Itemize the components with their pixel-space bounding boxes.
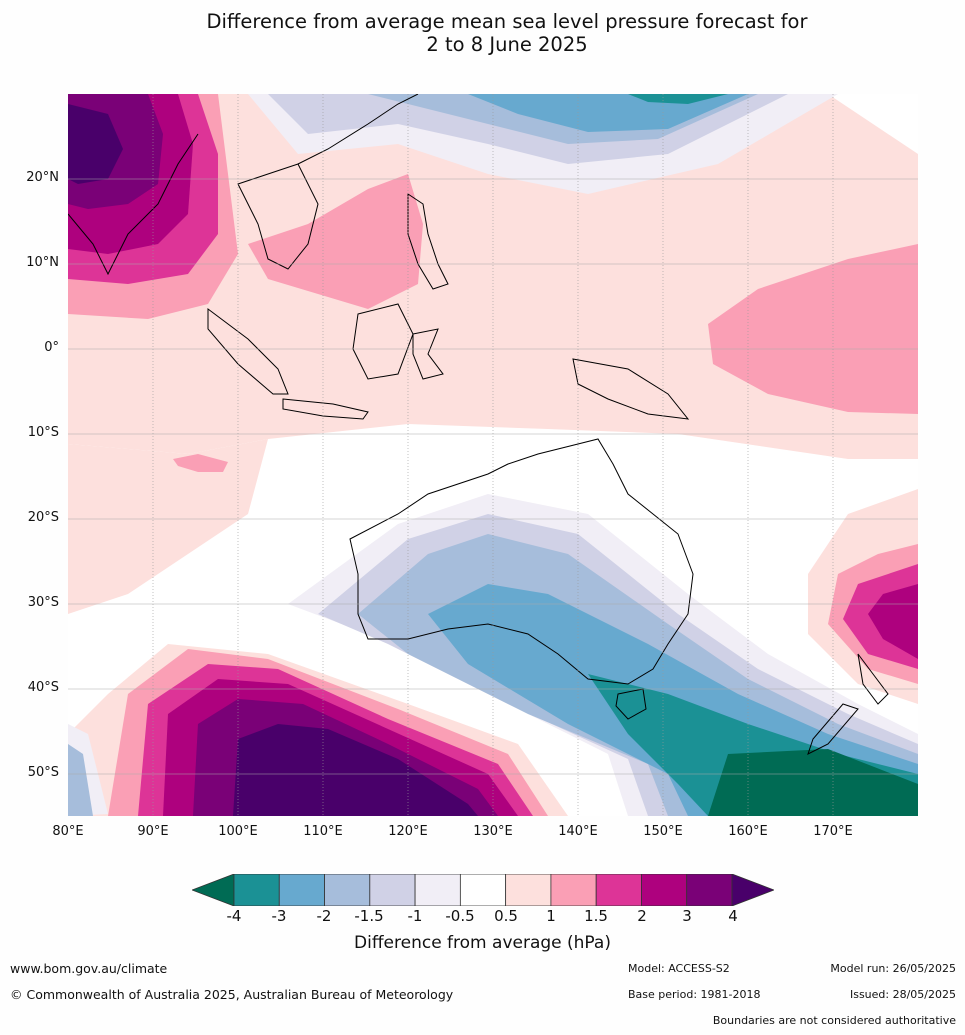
new-zealand-north-coastline (857, 653, 889, 705)
colorbar-tick-label: 0.5 (494, 907, 518, 925)
colorbar-bin (505, 874, 552, 906)
map-title: Difference from average mean sea level p… (0, 10, 965, 56)
philippines-coastline (407, 193, 449, 290)
latitude-gridlines (68, 178, 918, 775)
colorbar-tick-label: -2 (316, 907, 332, 925)
latitude-label: 10°N (26, 255, 59, 270)
boundary-disclaimer: Boundaries are not considered authoritat… (712, 1014, 956, 1027)
latitude-label: 30°S (27, 595, 59, 610)
issued-date: Issued: 28/05/2025 (849, 988, 956, 1001)
colorbar (192, 874, 774, 906)
latitude-label: 20°N (26, 170, 59, 185)
longitude-label: 140°E (558, 824, 598, 839)
website-link[interactable]: www.bom.gov.au/climate (10, 961, 168, 976)
latitude-label: 40°S (27, 680, 59, 695)
colorbar-bin (459, 874, 507, 906)
sumatra-coastline (207, 308, 289, 395)
china-coastline (297, 94, 419, 165)
colorbar-bin (414, 874, 461, 906)
colorbar-bin (278, 874, 325, 906)
coastlines (68, 94, 889, 755)
new-zealand-south-coastline (807, 703, 859, 755)
colorbar-bin (641, 874, 688, 906)
australia-coastline (349, 438, 694, 685)
latitude-label: 20°S (27, 510, 59, 525)
latitude-label: 50°S (27, 765, 59, 780)
anomaly-region-pacific-pink (708, 244, 918, 414)
latitude-label: 10°S (27, 425, 59, 440)
anomaly-region-bengal-dark-purple (68, 104, 123, 184)
colorbar-tick-label: -1 (407, 907, 423, 925)
colorbar-tick-label: -0.5 (445, 907, 475, 925)
anomaly-region-sumatra-pink (173, 454, 228, 472)
colorbar-title: Difference from average (hPa) (354, 933, 611, 953)
anomaly-region-sw-blue (68, 744, 93, 816)
model-name: Model: ACCESS-S2 (628, 962, 730, 975)
colorbar-bin (550, 874, 597, 906)
colorbar-bin (595, 874, 642, 906)
colorbar-bin (369, 874, 416, 906)
colorbar-tick-label: -1.5 (354, 907, 384, 925)
colorbar-bin (233, 874, 280, 906)
java-coastline (282, 398, 369, 420)
colorbar-tick-label: 4 (728, 907, 738, 925)
longitude-label: 100°E (218, 824, 258, 839)
latitude-label: 0° (44, 340, 59, 355)
colorbar-tick-label: -4 (226, 907, 242, 925)
anomaly-region-scs-pink (248, 174, 423, 309)
map-canvas (68, 94, 918, 816)
longitude-label: 110°E (303, 824, 343, 839)
model-run-date: Model run: 26/05/2025 (830, 962, 956, 975)
tasmania-coastline (615, 688, 647, 720)
india-coastline (68, 133, 199, 276)
anomaly-region-south-dark-teal (708, 749, 918, 816)
colorbar-bins (192, 874, 774, 906)
anomaly-region-north-teal (628, 94, 728, 104)
colorbar-tick-label: 1 (546, 907, 556, 925)
colorbar-tick-label: 3 (682, 907, 692, 925)
colorbar-bin (324, 874, 371, 906)
longitude-label: 150°E (643, 824, 683, 839)
longitude-label: 120°E (388, 824, 428, 839)
anomaly-region-west-indian-light-pink (68, 439, 268, 614)
longitude-label: 170°E (813, 824, 853, 839)
new-guinea-coastline (572, 358, 690, 420)
longitude-label: 130°E (473, 824, 513, 839)
colorbar-tick-label: 2 (637, 907, 647, 925)
sulawesi-coastline (412, 328, 444, 380)
colorbar-tick-label: 1.5 (584, 907, 608, 925)
longitude-label: 90°E (137, 824, 169, 839)
pressure-anomaly-map[interactable] (68, 94, 918, 816)
longitude-label: 160°E (728, 824, 768, 839)
longitude-label: 80°E (52, 824, 84, 839)
anomaly-region-tasman-deep-magenta (868, 584, 918, 659)
base-period: Base period: 1981-2018 (628, 988, 761, 1001)
anomaly-region-tropics-light-pink (68, 94, 918, 459)
copyright-text: © Commonwealth of Australia 2025, Austra… (10, 987, 454, 1002)
gridlines (152, 94, 834, 816)
title-line-2: 2 to 8 June 2025 (426, 33, 588, 56)
indochina-coastline (237, 163, 319, 270)
title-line-1: Difference from average mean sea level p… (206, 10, 808, 33)
anomaly-region-sio-dark-purple (233, 724, 478, 816)
colorbar-bin (731, 874, 774, 906)
colorbar-bin (686, 874, 733, 906)
colorbar-bin (192, 874, 235, 906)
colorbar-tick-label: -3 (271, 907, 287, 925)
